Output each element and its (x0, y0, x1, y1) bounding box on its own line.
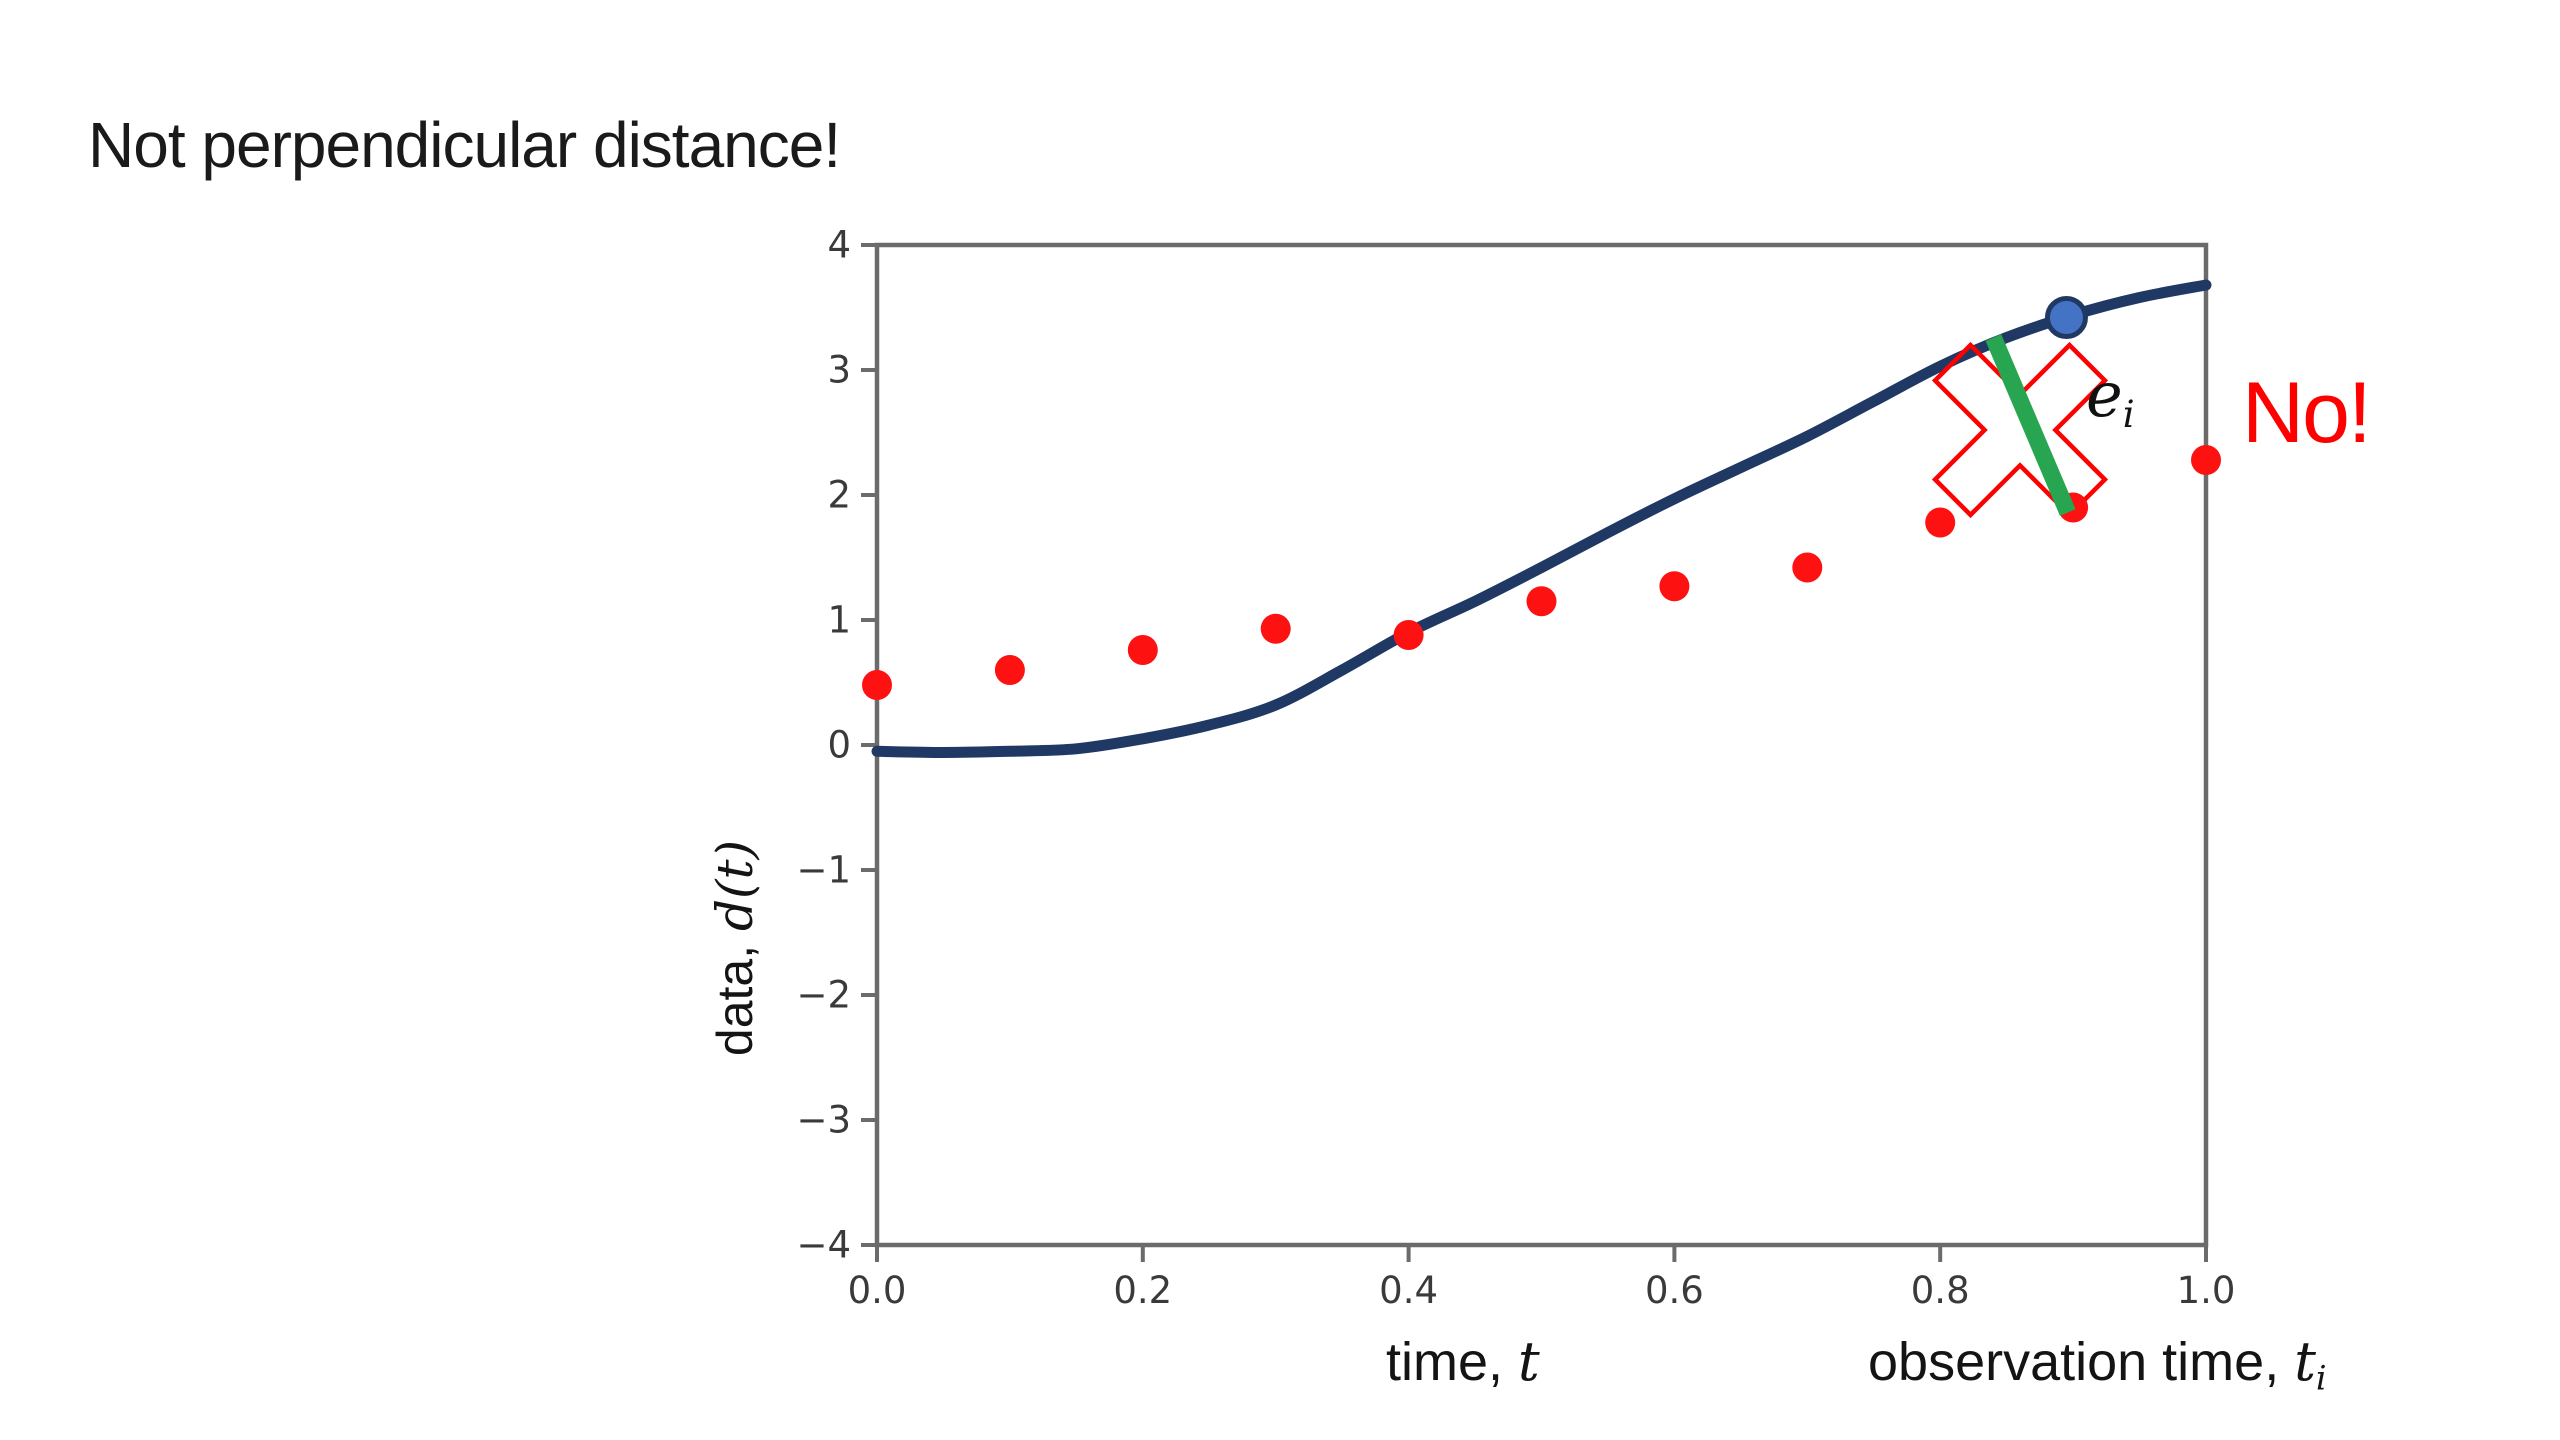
x-axis-label-time-text: time, (1386, 1332, 1519, 1392)
x-tick-label: 0.4 (1379, 1269, 1439, 1312)
y-tick-label: −1 (796, 848, 851, 892)
data-point-dot (1260, 613, 1291, 644)
curve-highlight-point (2044, 296, 2088, 339)
y-tick-label: 0 (827, 723, 851, 767)
y-axis-label-math: d(t) (706, 839, 764, 932)
y-axis-label-text: data, (707, 931, 763, 1057)
y-axis-label: data, d(t) (706, 840, 764, 1056)
error-label: ei (2086, 358, 2135, 436)
no-annotation: No! (2242, 365, 2372, 461)
axis-ticks (861, 243, 2208, 1262)
x-tick-label: 1.0 (2176, 1269, 2236, 1312)
x-tick-label: 0.6 (1644, 1269, 1704, 1312)
y-tick-label: 4 (827, 223, 851, 267)
data-point-dot (1925, 507, 1956, 538)
error-label-sub: i (2122, 392, 2135, 437)
error-segment-line (1985, 334, 2076, 516)
data-point-dot (2191, 445, 2221, 475)
y-tick-label: −3 (796, 1098, 851, 1142)
data-point-dot (1659, 571, 1690, 602)
wrong-distance-cross-icon (1931, 341, 2109, 519)
y-tick-label: 1 (827, 598, 851, 642)
error-label-base: e (2086, 358, 2123, 431)
x-axis-label-obs-sub: i (2315, 1358, 2327, 1398)
data-point-dot (1393, 620, 1424, 650)
x-tick-label: 0.0 (847, 1269, 907, 1312)
x-axis-label-obs-text: observation time, (1868, 1332, 2295, 1392)
data-point-dot (1526, 586, 1557, 617)
data-point-dot (1127, 635, 1158, 665)
x-axis-label-obs-math: t (2294, 1330, 2316, 1393)
data-point-dot (1792, 552, 1823, 583)
x-axis-label-time: time, t (1386, 1330, 1540, 1393)
model-curve (871, 279, 2212, 759)
slide-title: Not perpendicular distance! (88, 109, 841, 181)
y-tick-label: 3 (827, 348, 851, 392)
y-tick-label: −2 (796, 973, 851, 1017)
x-axis-label-time-math: t (1518, 1330, 1540, 1393)
x-tick-label: 0.8 (1910, 1269, 1970, 1312)
data-point-dot (862, 670, 892, 700)
data-points (862, 445, 2221, 700)
y-tick-label: 2 (827, 473, 851, 517)
data-point-dot (994, 655, 1025, 685)
y-tick-label: −4 (796, 1223, 851, 1267)
x-axis-label-observation-time: observation time, ti (1868, 1330, 2327, 1397)
x-tick-label: 0.2 (1113, 1269, 1173, 1312)
